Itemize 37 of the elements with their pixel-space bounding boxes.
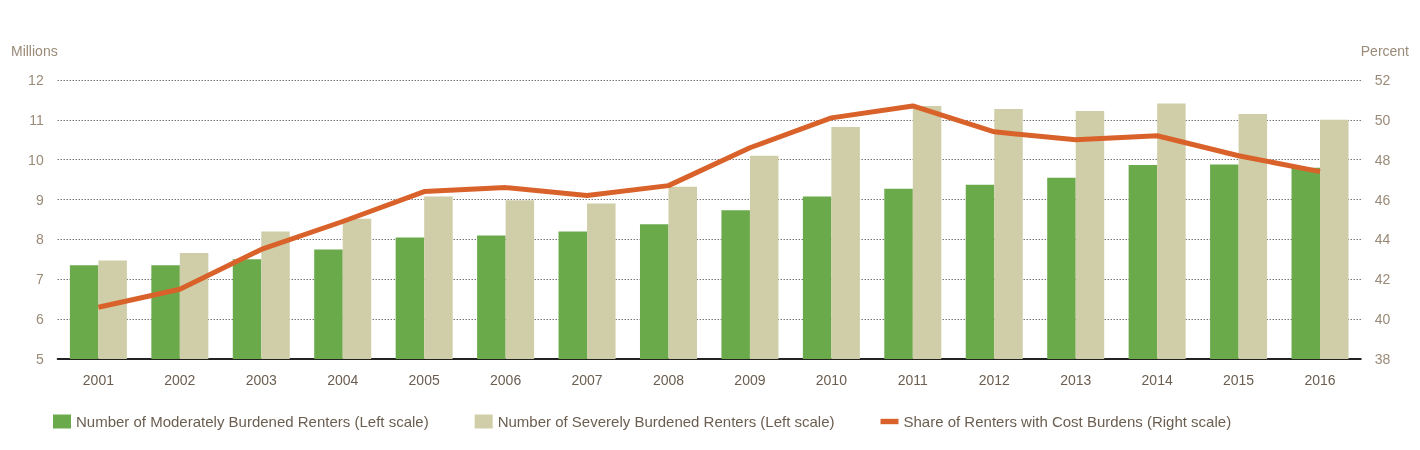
- x-tick-label: 2015: [1223, 372, 1255, 388]
- legend-label: Number of Severely Burdened Renters (Left scale): [497, 413, 835, 430]
- legend-label: Share of Renters with Cost Burdens (Right scale): [903, 413, 1232, 430]
- y-axis-title: Millions: [10, 43, 58, 59]
- x-tick-label: 2002: [164, 372, 196, 388]
- y2-tick-label: 52: [1374, 72, 1391, 88]
- x-tick-label: 2007: [571, 372, 603, 388]
- y-tick-label: 11: [29, 111, 44, 128]
- x-tick-label: 2010: [815, 372, 848, 388]
- x-tick-label: 2011: [897, 372, 929, 388]
- x-tick-label: 2006: [490, 372, 522, 388]
- x-tick-label: 2013: [1060, 372, 1092, 388]
- y2-tick-label: 44: [1374, 231, 1391, 248]
- y-tick-label: 10: [28, 151, 44, 168]
- x-tick-label: 2003: [245, 372, 278, 388]
- x-tick-label: 2009: [734, 372, 766, 388]
- y2-tick-label: 40: [1374, 311, 1391, 328]
- x-tick-label: 2005: [408, 372, 440, 388]
- legend-label: Number of Moderately Burdened Renters (Left scale): [76, 413, 429, 430]
- x-tick-label: 2016: [1304, 372, 1336, 388]
- y2-tick-label: 48: [1374, 151, 1391, 168]
- y-tick-label: 6: [35, 311, 44, 328]
- y-tick-label: 8: [35, 231, 44, 248]
- x-tick-label: 2014: [1141, 372, 1173, 388]
- y2-tick-label: 42: [1374, 271, 1391, 288]
- y-tick-label: 9: [35, 191, 44, 208]
- y2-axis-title: Percent: [1360, 43, 1410, 59]
- x-tick-label: 2004: [327, 372, 359, 388]
- x-tick-label: 2012: [978, 372, 1011, 388]
- y2-tick-label: 50: [1374, 111, 1391, 128]
- y-tick-label: 5: [35, 351, 44, 367]
- x-tick-label: 2001: [82, 372, 115, 388]
- x-tick-label: 2008: [652, 372, 685, 388]
- y-tick-label: 7: [35, 271, 44, 288]
- y-tick-label: 12: [28, 72, 44, 88]
- y2-tick-label: 38: [1374, 351, 1391, 367]
- y2-tick-label: 46: [1374, 191, 1391, 208]
